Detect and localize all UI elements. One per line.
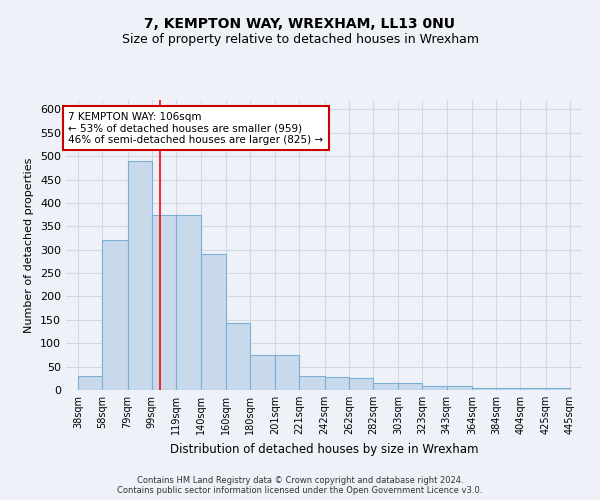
Bar: [250, 355, 275, 390]
Bar: [299, 376, 325, 390]
Bar: [472, 388, 496, 390]
Text: Size of property relative to detached houses in Wrexham: Size of property relative to detached ho…: [121, 32, 479, 46]
Bar: [176, 214, 202, 390]
Bar: [496, 388, 520, 390]
Bar: [349, 378, 373, 390]
Bar: [226, 323, 250, 390]
X-axis label: Distribution of detached houses by size in Wrexham: Distribution of detached houses by size …: [170, 442, 478, 456]
Bar: [373, 383, 398, 390]
Bar: [152, 214, 176, 390]
Bar: [128, 161, 152, 390]
Bar: [446, 386, 472, 390]
Text: 7, KEMPTON WAY, WREXHAM, LL13 0NU: 7, KEMPTON WAY, WREXHAM, LL13 0NU: [145, 18, 455, 32]
Bar: [546, 388, 570, 390]
Bar: [202, 254, 226, 390]
Bar: [275, 355, 299, 390]
Bar: [102, 240, 128, 390]
Bar: [325, 378, 349, 390]
Bar: [398, 383, 422, 390]
Text: 7 KEMPTON WAY: 106sqm
← 53% of detached houses are smaller (959)
46% of semi-det: 7 KEMPTON WAY: 106sqm ← 53% of detached …: [68, 112, 323, 145]
Bar: [520, 388, 546, 390]
Text: Contains HM Land Registry data © Crown copyright and database right 2024.
Contai: Contains HM Land Registry data © Crown c…: [118, 476, 482, 495]
Bar: [422, 386, 446, 390]
Bar: [78, 376, 102, 390]
Y-axis label: Number of detached properties: Number of detached properties: [25, 158, 34, 332]
